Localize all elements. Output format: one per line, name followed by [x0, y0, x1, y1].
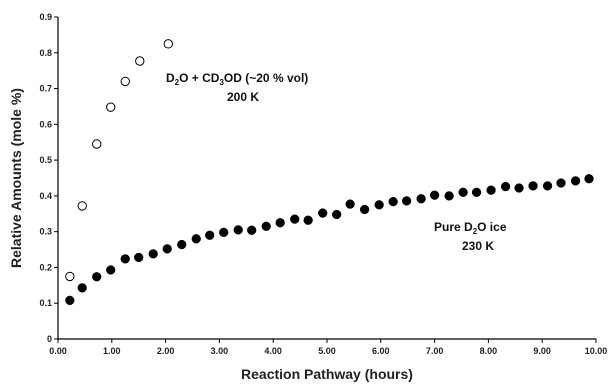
open-circle-point — [106, 102, 116, 112]
filled-circle-point — [134, 252, 144, 263]
x-tick-label: 2.00 — [157, 346, 175, 356]
filled-circle-point — [177, 239, 187, 250]
y-tick-label: 0.3 — [39, 227, 52, 237]
filled-circle-point — [92, 272, 102, 282]
filled-circle-point — [191, 234, 201, 244]
series-filled-circles — [65, 174, 594, 306]
filled-circle-point — [275, 218, 285, 228]
filled-circle-point — [148, 249, 158, 259]
x-tick-label: 4.00 — [264, 346, 282, 356]
filled-circle-point — [584, 174, 594, 184]
x-tick-label: 1.00 — [103, 346, 121, 356]
filled-circle-point — [388, 196, 398, 207]
filled-circle-point — [486, 185, 496, 195]
filled-circle-point — [570, 176, 581, 186]
x-tick-label: 5.00 — [318, 346, 336, 356]
filled-circle-point — [374, 200, 384, 210]
filled-circle-point — [162, 244, 172, 254]
open-circle-point — [163, 39, 173, 49]
filled-circle-point — [332, 209, 342, 220]
y-tick-label: 0.5 — [39, 155, 52, 165]
filled-circle-point — [318, 208, 328, 218]
filled-circle-point — [106, 265, 116, 275]
y-tick-label: 0.2 — [39, 262, 52, 272]
filled-circle-point — [416, 194, 426, 204]
open-circle-point — [65, 271, 75, 282]
data-points — [65, 39, 594, 306]
filled-circle-point — [429, 190, 440, 200]
y-tick-label: 0.4 — [39, 191, 52, 201]
x-tick-label: 7.00 — [426, 346, 444, 356]
filled-circle-point — [360, 204, 370, 215]
x-tick-label: 6.00 — [372, 346, 390, 356]
x-axis-title: Reaction Pathway (hours) — [241, 366, 413, 382]
x-tick-label: 8.00 — [480, 346, 498, 356]
x-axis-ticks: 0.00 1.00 2.00 3.00 4.00 5.00 6.00 7.00 8.00 9.00… — [49, 339, 607, 356]
filled-circle-point — [345, 199, 355, 209]
filled-circle-point — [233, 225, 243, 235]
x-tick-label: 9.00 — [533, 346, 551, 356]
filled-circle-point — [542, 181, 553, 191]
filled-circle-point — [120, 254, 130, 264]
filled-circle-point — [401, 196, 412, 206]
y-tick-label: 0.7 — [39, 84, 52, 94]
filled-circle-point — [219, 227, 229, 238]
filled-circle-point — [290, 214, 300, 224]
series-open-circles — [65, 39, 173, 282]
y-tick-label: 0.8 — [39, 48, 52, 58]
filled-circle-point — [65, 295, 75, 306]
filled-circle-point — [205, 230, 215, 240]
filled-circle-point — [556, 178, 566, 188]
filled-circle-point — [247, 225, 257, 235]
filled-circle-point — [261, 221, 271, 231]
filled-circle-point — [528, 181, 538, 191]
open-circle-point — [135, 56, 145, 66]
filled-circle-point — [458, 187, 468, 197]
y-tick-label: 0.1 — [39, 298, 52, 308]
filled-circle-point — [500, 181, 511, 192]
y-axis-title: Relative Amounts (mole %) — [8, 88, 24, 268]
y-tick-label: 0.9 — [39, 12, 52, 22]
annotation-pure-ice-temperature: 230 K — [462, 239, 494, 253]
filled-circle-point — [514, 183, 524, 193]
x-tick-label: 0.00 — [49, 346, 67, 356]
filled-circle-point — [303, 215, 313, 225]
y-tick-label: 0 — [47, 334, 52, 344]
y-axis-ticks: 0 0.1 0.2 0.3 0.4 0.5 0.6 0.7 0.8 0.9 — [39, 12, 58, 344]
x-tick-label: 10.00 — [585, 346, 608, 356]
y-tick-label: 0.6 — [39, 119, 52, 129]
annotation-pure-ice-composition: Pure D2O ice — [434, 220, 507, 236]
filled-circle-point — [77, 283, 87, 293]
x-tick-label: 3.00 — [211, 346, 229, 356]
filled-circle-point — [471, 187, 482, 197]
open-circle-point — [120, 76, 130, 87]
filled-circle-point — [444, 191, 454, 201]
open-circle-point — [92, 139, 102, 149]
annotation-mixed-ice-temperature: 200 K — [227, 90, 259, 104]
open-circle-point — [77, 201, 87, 211]
annotation-mixed-ice-composition: D2O + CD3OD (~20 % vol) — [166, 71, 308, 87]
